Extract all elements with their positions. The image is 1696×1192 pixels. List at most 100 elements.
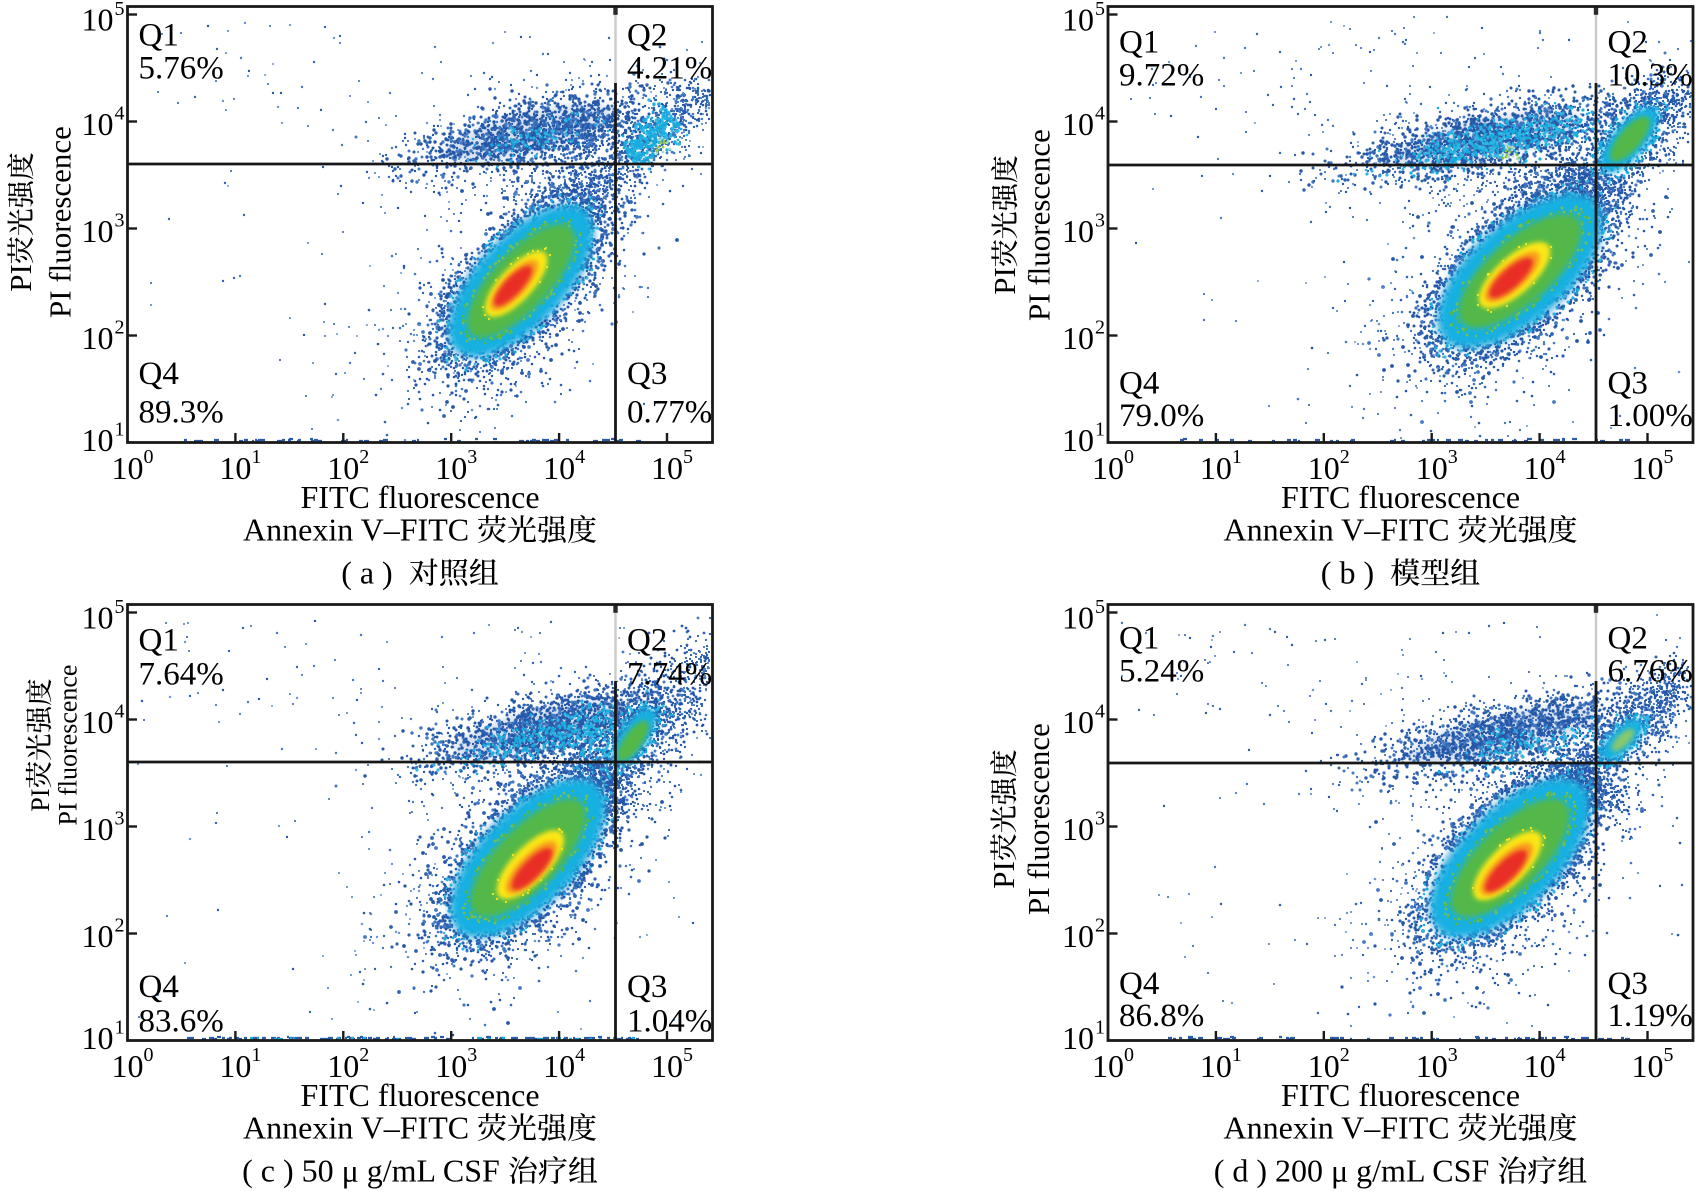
- svg-text:4: 4: [1556, 1044, 1566, 1066]
- svg-text:10: 10: [1062, 213, 1094, 249]
- svg-text:1: 1: [1232, 446, 1242, 468]
- svg-text:5.24%: 5.24%: [1119, 654, 1204, 690]
- svg-text:10: 10: [1200, 1048, 1232, 1084]
- svg-text:10: 10: [435, 1048, 467, 1084]
- svg-text:FITC fluorescence: FITC fluorescence: [1281, 1077, 1520, 1113]
- svg-text:10: 10: [82, 2, 114, 38]
- svg-text:10: 10: [1062, 811, 1094, 847]
- svg-text:10: 10: [1062, 704, 1094, 740]
- svg-text:10: 10: [1632, 450, 1664, 486]
- svg-text:3: 3: [115, 808, 125, 830]
- svg-text:4.21%: 4.21%: [627, 51, 712, 87]
- svg-text:10: 10: [82, 811, 114, 847]
- svg-text:Annexin V–FITC: Annexin V–FITC: [1224, 512, 1450, 548]
- svg-text:( a ): ( a ): [341, 555, 393, 591]
- svg-text:Q3: Q3: [1608, 966, 1648, 1002]
- svg-text:( d ) 200 μ g/mL CSF: ( d ) 200 μ g/mL CSF: [1214, 1153, 1490, 1189]
- svg-text:Q1: Q1: [1119, 25, 1159, 61]
- svg-text:10: 10: [1062, 918, 1094, 954]
- svg-text:Q4: Q4: [1119, 966, 1159, 1002]
- svg-text:Q1: Q1: [139, 18, 179, 54]
- svg-text:2: 2: [115, 317, 125, 339]
- svg-text:86.8%: 86.8%: [1119, 998, 1204, 1034]
- svg-text:1: 1: [251, 1044, 261, 1066]
- svg-text:PI fluorescence: PI fluorescence: [43, 126, 78, 318]
- svg-text:3: 3: [1448, 1044, 1458, 1066]
- svg-text:10.3%: 10.3%: [1608, 58, 1693, 94]
- svg-text:10: 10: [1308, 1048, 1340, 1084]
- svg-text:( c ) 50 μ g/mL CSF: ( c ) 50 μ g/mL CSF: [242, 1153, 500, 1189]
- svg-text:( b ): ( b ): [1321, 555, 1374, 591]
- svg-text:Annexin V–FITC: Annexin V–FITC: [243, 1110, 469, 1146]
- svg-text:1.19%: 1.19%: [1608, 998, 1693, 1034]
- svg-text:Q3: Q3: [1608, 366, 1648, 402]
- svg-text:1: 1: [115, 419, 125, 441]
- svg-text:3: 3: [467, 1044, 477, 1066]
- svg-text:10: 10: [1062, 320, 1094, 356]
- svg-text:10: 10: [1062, 2, 1094, 38]
- svg-text:3: 3: [1095, 210, 1105, 232]
- svg-text:10: 10: [1092, 1048, 1124, 1084]
- svg-text:5.76%: 5.76%: [139, 51, 224, 87]
- svg-text:4: 4: [1095, 103, 1105, 125]
- svg-text:2: 2: [1340, 446, 1350, 468]
- svg-text:5: 5: [1095, 596, 1105, 618]
- svg-text:3: 3: [1095, 808, 1105, 830]
- svg-text:Q4: Q4: [1119, 366, 1159, 402]
- svg-text:1: 1: [115, 1017, 125, 1039]
- svg-text:10: 10: [651, 450, 683, 486]
- svg-text:89.3%: 89.3%: [139, 395, 224, 431]
- svg-text:10: 10: [327, 1048, 359, 1084]
- svg-text:5: 5: [1095, 0, 1105, 20]
- svg-text:10: 10: [82, 918, 114, 954]
- svg-text:10: 10: [82, 600, 114, 636]
- svg-text:0: 0: [144, 1044, 154, 1066]
- svg-text:10: 10: [1062, 1020, 1094, 1056]
- svg-text:10: 10: [1062, 600, 1094, 636]
- svg-text:10: 10: [543, 450, 575, 486]
- svg-text:4: 4: [575, 1044, 585, 1066]
- svg-text:10: 10: [219, 450, 251, 486]
- svg-text:9.72%: 9.72%: [1119, 58, 1204, 94]
- svg-text:4: 4: [115, 701, 125, 723]
- svg-text:83.6%: 83.6%: [139, 1004, 224, 1040]
- svg-text:10: 10: [543, 1048, 575, 1084]
- svg-text:PI: PI: [986, 861, 1021, 889]
- svg-text:4: 4: [1556, 446, 1566, 468]
- svg-text:10: 10: [82, 213, 114, 249]
- svg-text:FITC fluorescence: FITC fluorescence: [301, 479, 540, 515]
- svg-text:10: 10: [82, 422, 114, 458]
- svg-text:1.00%: 1.00%: [1608, 398, 1693, 434]
- svg-text:1: 1: [1095, 1017, 1105, 1039]
- svg-text:2: 2: [359, 446, 369, 468]
- svg-text:Q3: Q3: [627, 969, 667, 1005]
- svg-text:10: 10: [1524, 1048, 1556, 1084]
- svg-text:0.77%: 0.77%: [627, 395, 712, 431]
- svg-text:1: 1: [1095, 419, 1105, 441]
- svg-text:0: 0: [1124, 446, 1134, 468]
- svg-text:6.76%: 6.76%: [1608, 654, 1693, 690]
- svg-text:10: 10: [82, 106, 114, 142]
- svg-text:10: 10: [1416, 450, 1448, 486]
- svg-text:Q1: Q1: [139, 623, 179, 659]
- svg-text:Q4: Q4: [139, 356, 179, 392]
- svg-text:4: 4: [1095, 701, 1105, 723]
- svg-text:10: 10: [1416, 1048, 1448, 1084]
- svg-text:10: 10: [1524, 450, 1556, 486]
- svg-text:5: 5: [1664, 1044, 1674, 1066]
- svg-text:2: 2: [115, 915, 125, 937]
- svg-text:10: 10: [1308, 450, 1340, 486]
- svg-text:1: 1: [251, 446, 261, 468]
- svg-text:3: 3: [467, 446, 477, 468]
- svg-text:10: 10: [1200, 450, 1232, 486]
- svg-text:3: 3: [115, 210, 125, 232]
- svg-text:Q3: Q3: [627, 356, 667, 392]
- svg-text:1.04%: 1.04%: [627, 1004, 712, 1040]
- svg-text:2: 2: [1095, 915, 1105, 937]
- svg-text:2: 2: [359, 1044, 369, 1066]
- svg-text:Q2: Q2: [1608, 621, 1648, 657]
- svg-text:Annexin V–FITC: Annexin V–FITC: [1224, 1110, 1450, 1146]
- svg-text:3: 3: [1448, 446, 1458, 468]
- svg-text:Q4: Q4: [139, 969, 179, 1005]
- svg-text:5: 5: [1664, 446, 1674, 468]
